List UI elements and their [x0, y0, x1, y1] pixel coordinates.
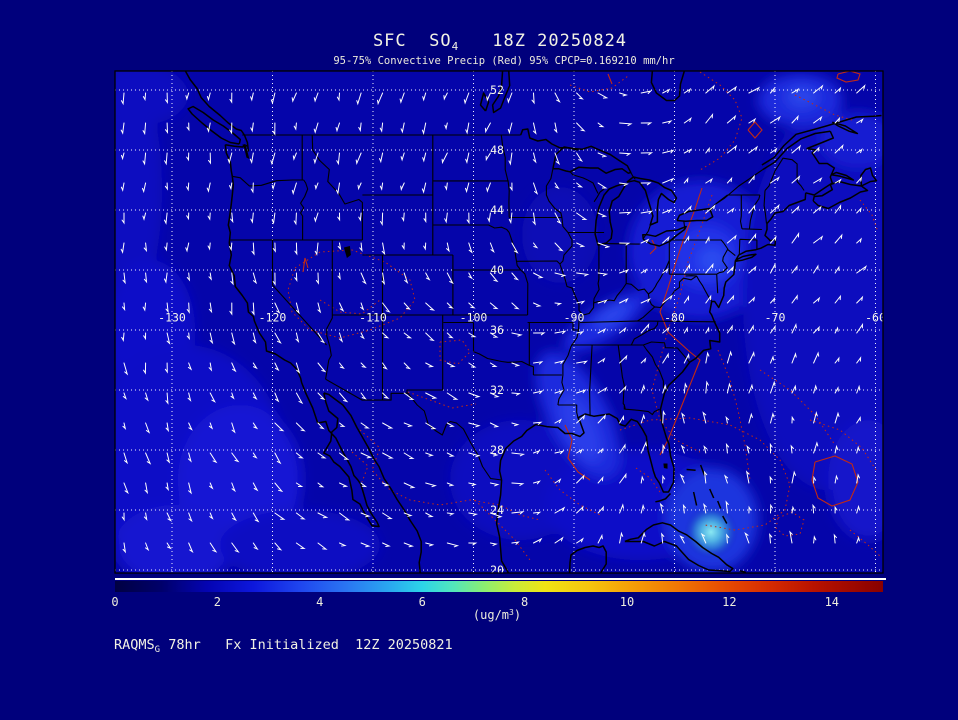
colorbar-tick-label: 2 — [213, 595, 222, 609]
wind-vectors — [120, 84, 867, 554]
lon-tick-label: -70 — [765, 311, 786, 325]
title-variable: SFC SO — [372, 31, 452, 51]
colorbar-tick-label: 12 — [722, 595, 737, 609]
title-datetime: 18Z 20250824 — [492, 31, 628, 51]
precip-contours-dotted — [287, 71, 881, 561]
lat-tick-label: 36 — [490, 323, 504, 337]
plot-title: SFC SO4 18Z 20250824 — [373, 31, 627, 53]
colorbar-tick-label: 8 — [520, 595, 529, 609]
lon-tick-label: -80 — [664, 311, 685, 325]
title-variable-subscript: 4 — [451, 40, 459, 53]
colorbar-gradient — [115, 581, 883, 592]
so4-hotspot-bahamas — [684, 505, 738, 559]
lon-tick-label: -90 — [564, 311, 585, 325]
unit-suffix: ) — [513, 608, 522, 622]
great-lakes — [552, 145, 714, 247]
colorbar-tick-label: 6 — [418, 595, 426, 609]
lat-tick-label: 48 — [490, 143, 504, 157]
unit-prefix: (ug/m — [472, 608, 510, 622]
colorbar-separator-line — [115, 578, 886, 580]
lon-tick-label: -110 — [359, 311, 387, 325]
map-content: 52 48 44 40 36 32 28 24 20 -130 -120 -110 -100 -90 -80… — [115, 71, 886, 577]
lat-tick-label: 24 — [490, 503, 504, 517]
lat-tick-label: 20 — [490, 563, 504, 577]
coastlines — [184, 71, 882, 573]
lon-tick-label: -130 — [158, 311, 186, 325]
precip-contours-solid — [302, 71, 861, 507]
footer-caption: RAQMSG 78hr Fx Initialized 12Z 20250821 — [114, 637, 453, 655]
lon-tick-label: -100 — [460, 311, 488, 325]
lat-tick-label: 32 — [490, 383, 504, 397]
lat-tick-label: 44 — [490, 203, 504, 217]
colorbar-tick-label: 4 — [316, 595, 324, 609]
lon-tick-label: -120 — [259, 311, 287, 325]
map-frame — [114, 70, 884, 574]
footer-run-info: 78hr Fx Initialized 12Z 20250821 — [160, 637, 453, 653]
footer-model: RAQMS — [114, 637, 155, 653]
lat-tick-label: 40 — [490, 263, 504, 277]
colorbar-tick-label: 0 — [111, 595, 119, 609]
colorbar-tick-label: 10 — [619, 595, 635, 609]
plot-subtitle: 95-75% Convective Precip (Red) 95% CPCP=… — [333, 55, 675, 67]
colorbar-tick-label: 14 — [824, 595, 840, 609]
footer-model-subscript: G — [154, 645, 161, 655]
lat-tick-label: 28 — [490, 443, 504, 457]
lat-tick-label: 52 — [490, 83, 504, 97]
unit-exponent: 3 — [509, 608, 514, 617]
lon-tick-label: -60 — [865, 311, 886, 325]
colorbar-unit-label: (ug/m3) — [473, 608, 521, 622]
